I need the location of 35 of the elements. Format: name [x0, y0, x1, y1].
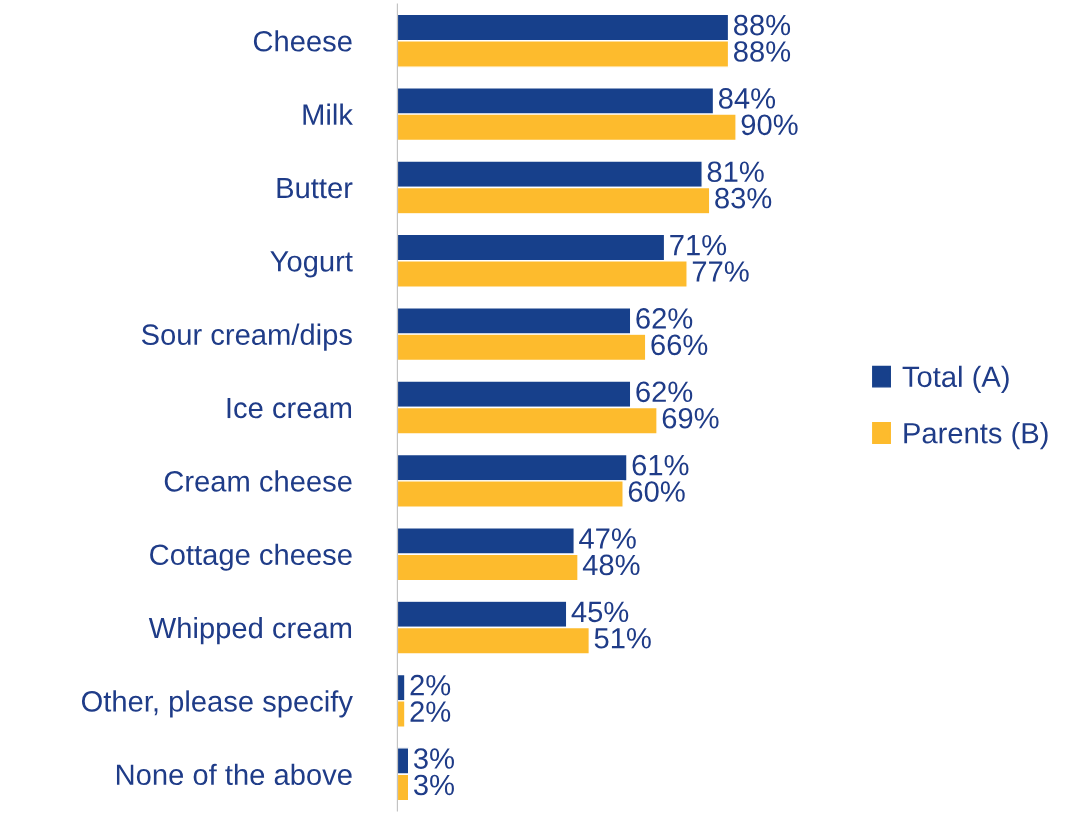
y-tick-label: Sour cream/dips [141, 323, 352, 351]
data-label: 71% [670, 234, 727, 256]
data-label: 81% [707, 161, 764, 183]
data-label: 45% [571, 601, 629, 623]
data-label: 69% [662, 407, 719, 429]
data-label: 2% [410, 701, 451, 722]
data-label: 47% [579, 528, 636, 549]
data-label: 48% [582, 554, 640, 576]
y-tick-label: Other, please specify [81, 690, 353, 718]
data-label: 62% [636, 308, 693, 329]
data-label: 84% [718, 88, 776, 109]
data-label: 3% [413, 774, 454, 796]
data-label: 88% [734, 14, 791, 36]
data-label: 88% [734, 41, 791, 62]
data-label: 90% [741, 114, 798, 136]
y-tick-label: Butter [277, 177, 353, 199]
y-tick-label: Ice cream [227, 398, 352, 419]
data-label: 66% [651, 334, 708, 356]
data-label: 60% [628, 481, 685, 502]
data-label: 61% [632, 454, 689, 476]
legend-label: Parents (B) [904, 422, 1048, 450]
data-label: 3% [413, 748, 454, 769]
data-label: 62% [636, 381, 693, 403]
y-tick-label: Cottage cheese [150, 543, 352, 571]
y-tick-label: Milk [303, 103, 353, 125]
y-tick-label: Yogurt [270, 251, 353, 278]
legend-label: Total (A) [902, 365, 1009, 393]
data-label: 83% [715, 187, 772, 209]
y-tick-label: None of the above [116, 763, 352, 786]
y-tick-label: Cream cheese [164, 470, 352, 492]
data-label: 51% [594, 628, 651, 649]
data-label: 2% [410, 674, 451, 696]
y-tick-label: Whipped cream [148, 616, 352, 645]
y-tick-label: Cheese [253, 30, 352, 52]
data-label: 77% [692, 261, 749, 282]
